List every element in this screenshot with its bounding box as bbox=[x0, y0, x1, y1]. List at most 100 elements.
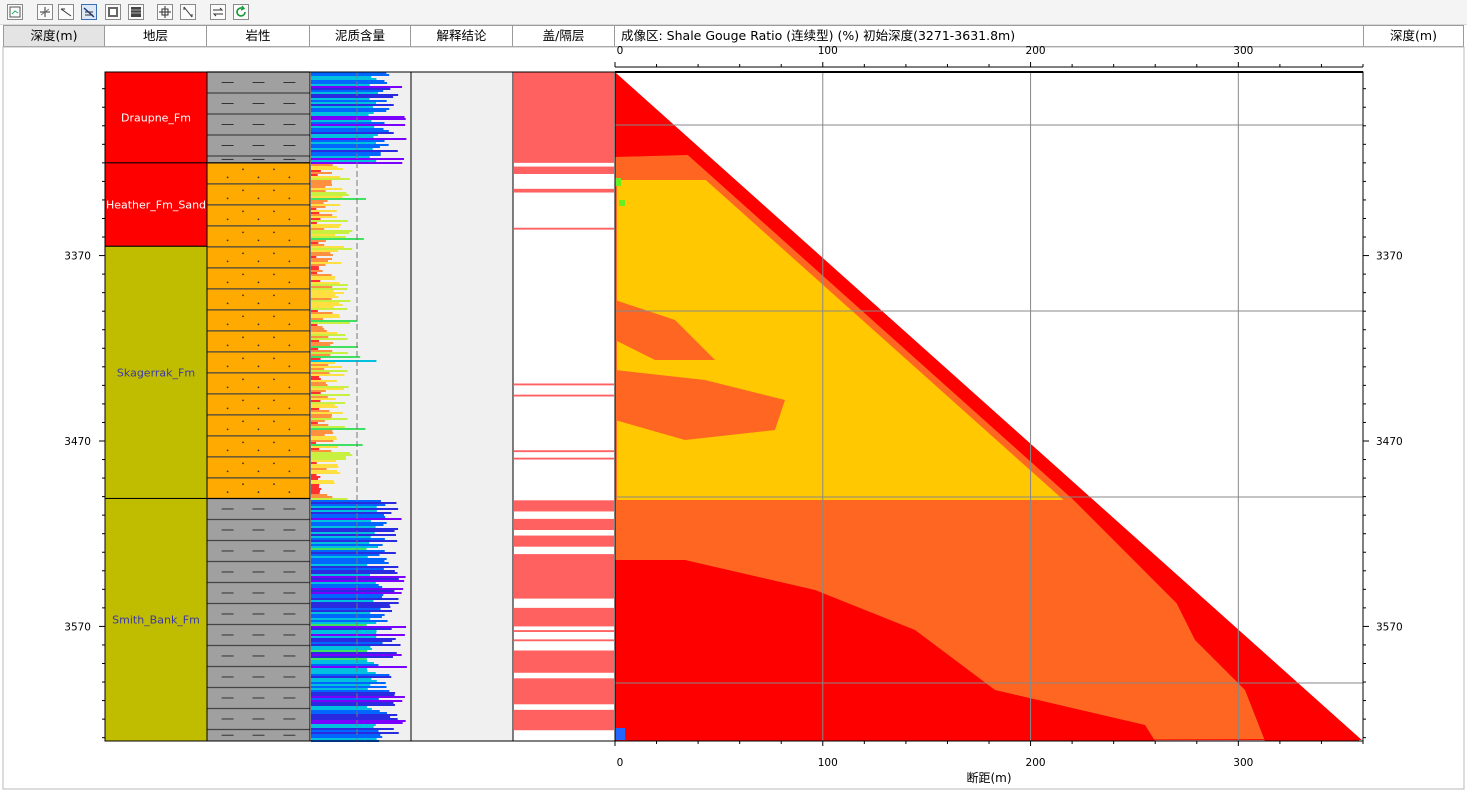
shale-curve-segment bbox=[311, 258, 333, 260]
swap-icon[interactable] bbox=[210, 4, 226, 20]
shale-curve-segment bbox=[311, 354, 331, 356]
crosshair-icon[interactable] bbox=[157, 4, 173, 20]
bottom-axis-label: 200 bbox=[1026, 757, 1046, 769]
shale-curve-segment bbox=[311, 224, 342, 226]
shale-curve-segment bbox=[311, 394, 351, 396]
formation-label: Skagerrak_Fm bbox=[117, 366, 195, 379]
shale-curve-segment bbox=[311, 272, 318, 274]
sgr-image-track bbox=[614, 71, 1364, 742]
formation-header[interactable]: 地层 bbox=[105, 25, 207, 47]
seal-layer bbox=[514, 678, 614, 705]
shale-curve-segment bbox=[311, 152, 381, 154]
shale-curve-segment bbox=[311, 234, 336, 236]
depth-header-right[interactable]: 深度(m) bbox=[1364, 25, 1464, 47]
fault-display-icon[interactable] bbox=[81, 4, 97, 20]
bottom-axis-label: 0 bbox=[617, 757, 624, 769]
shale-curve-segment bbox=[311, 432, 334, 434]
shale-curve-segment bbox=[311, 658, 367, 660]
shale-curve-segment bbox=[311, 730, 379, 732]
shale-curve-segment bbox=[311, 524, 384, 526]
shale-curve-segment bbox=[311, 552, 396, 554]
sand-dot bbox=[226, 302, 229, 305]
shale-curve-segment bbox=[311, 474, 317, 476]
shale-curve-segment bbox=[311, 276, 336, 278]
image-mode-icon[interactable] bbox=[105, 4, 121, 20]
shale-curve-segment bbox=[311, 642, 383, 644]
shale-curve-segment bbox=[311, 484, 320, 486]
shale-curve-segment bbox=[311, 266, 319, 268]
shale-curve-segment bbox=[311, 390, 326, 392]
shale-curve-segment bbox=[311, 98, 370, 100]
shale-curve-segment bbox=[311, 610, 393, 612]
shale-curve-segment bbox=[311, 574, 370, 576]
formation-label: Smith_Bank_Fm bbox=[112, 614, 200, 627]
measure-icon[interactable] bbox=[180, 4, 196, 20]
shale-curve-segment bbox=[311, 184, 332, 186]
seal-barrier-header[interactable]: 盖/隔层 bbox=[513, 25, 615, 47]
shale-curve-segment bbox=[311, 398, 336, 400]
shale-curve-segment bbox=[311, 328, 325, 330]
shale-curve-segment bbox=[311, 216, 337, 218]
depth-tick-label: 3470 bbox=[1376, 436, 1403, 448]
shale-curve-segment bbox=[311, 554, 380, 556]
sand-dot bbox=[273, 273, 275, 276]
sand-dot bbox=[288, 218, 291, 221]
sand-dot bbox=[273, 357, 275, 360]
sand-dot bbox=[226, 218, 229, 221]
shale-curve-segment bbox=[311, 542, 370, 544]
shale-curve-segment bbox=[311, 92, 379, 94]
shale-curve-segment bbox=[311, 106, 373, 108]
grid-fill-icon[interactable] bbox=[128, 4, 144, 20]
shale-curve-segment bbox=[311, 316, 340, 318]
draw-line-icon[interactable] bbox=[58, 4, 74, 20]
shale-curve-segment bbox=[311, 230, 353, 232]
sand-dot bbox=[288, 407, 291, 410]
shale-curve-segment bbox=[311, 148, 373, 150]
shale-curve-segment bbox=[311, 636, 377, 638]
interpretation-header[interactable]: 解释结论 bbox=[411, 25, 513, 47]
shale-curve-segment bbox=[311, 604, 390, 606]
sand-dot bbox=[257, 176, 260, 179]
shale-curve-segment bbox=[311, 134, 378, 136]
sand-dot bbox=[226, 428, 229, 431]
shale-curve-segment bbox=[311, 236, 346, 238]
shale-curve-segment bbox=[311, 602, 399, 604]
shale-curve-segment bbox=[311, 700, 403, 702]
shale-curve-segment bbox=[311, 358, 321, 360]
shale-content-header[interactable]: 泥质含量 bbox=[310, 25, 411, 47]
pan-icon[interactable] bbox=[37, 4, 53, 20]
shale-curve-segment bbox=[311, 384, 328, 386]
shale-curve-segment bbox=[311, 662, 374, 664]
shale-curve-segment bbox=[311, 472, 341, 474]
depth-header-left[interactable]: 深度(m) bbox=[3, 25, 105, 47]
sand-dot bbox=[257, 344, 260, 347]
sgr-speck bbox=[619, 200, 625, 206]
image-area-title: 成像区: Shale Gouge Ratio (连续型) (%) 初始深度(32… bbox=[615, 25, 1364, 47]
shale-curve-segment bbox=[311, 110, 387, 112]
shale-curve-segment bbox=[311, 378, 321, 380]
refresh-icon[interactable] bbox=[233, 4, 249, 20]
shale-curve-segment bbox=[311, 130, 389, 132]
shale-curve-segment bbox=[311, 544, 383, 546]
shale-curve-segment bbox=[311, 718, 398, 720]
lithology-header[interactable]: 岩性 bbox=[207, 25, 310, 47]
shale-curve-segment bbox=[311, 666, 407, 668]
shale-curve-segment bbox=[311, 588, 404, 590]
shale-curve-segment bbox=[311, 200, 328, 202]
sand-dot bbox=[273, 336, 275, 339]
zoom-fit-icon[interactable] bbox=[7, 4, 23, 20]
shale-curve-segment bbox=[311, 562, 389, 564]
sand-dot bbox=[226, 260, 229, 263]
seal-layer bbox=[514, 450, 614, 453]
shale-curve-segment bbox=[311, 370, 348, 372]
shale-curve-segment bbox=[311, 322, 350, 324]
sand-dot bbox=[242, 210, 244, 213]
shale-curve-segment bbox=[311, 676, 392, 678]
sand-dot bbox=[257, 407, 260, 410]
shale-curve-segment bbox=[311, 418, 348, 420]
shale-curve-segment bbox=[311, 382, 326, 384]
shale-curve-segment bbox=[311, 508, 399, 510]
shale-curve-segment bbox=[311, 260, 328, 262]
shale-curve-segment bbox=[311, 246, 344, 248]
